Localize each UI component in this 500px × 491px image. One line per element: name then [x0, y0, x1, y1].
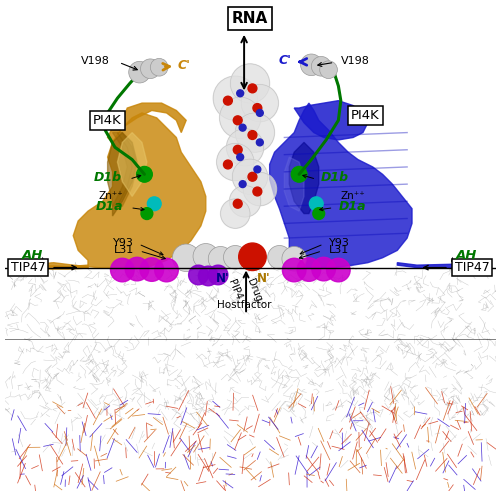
- Circle shape: [232, 159, 268, 194]
- Circle shape: [126, 257, 149, 281]
- Text: PI4K: PI4K: [93, 114, 122, 127]
- Polygon shape: [398, 263, 476, 268]
- Circle shape: [248, 84, 257, 93]
- Circle shape: [193, 244, 218, 269]
- Circle shape: [297, 258, 320, 281]
- Circle shape: [254, 166, 261, 173]
- Text: AH: AH: [456, 249, 477, 262]
- Text: PIP4: PIP4: [226, 278, 243, 301]
- Circle shape: [291, 166, 307, 182]
- Polygon shape: [108, 103, 186, 142]
- Circle shape: [268, 246, 291, 269]
- Text: Y93: Y93: [328, 238, 349, 247]
- Circle shape: [234, 145, 242, 154]
- Circle shape: [313, 208, 324, 219]
- Text: V198: V198: [81, 56, 110, 66]
- Circle shape: [243, 172, 276, 206]
- Circle shape: [241, 84, 279, 122]
- Text: Zn⁺⁺: Zn⁺⁺: [98, 191, 124, 201]
- Text: TIP47: TIP47: [10, 261, 45, 274]
- Circle shape: [198, 266, 218, 286]
- Text: C': C': [278, 54, 291, 67]
- Circle shape: [239, 181, 246, 188]
- Text: Y93: Y93: [113, 238, 134, 247]
- Circle shape: [172, 244, 200, 272]
- Circle shape: [234, 199, 242, 208]
- Text: N': N': [216, 273, 230, 285]
- Circle shape: [148, 197, 161, 211]
- Circle shape: [253, 187, 262, 196]
- Text: D1a: D1a: [96, 200, 124, 213]
- Circle shape: [256, 109, 264, 116]
- Circle shape: [216, 143, 254, 181]
- Bar: [4, 268, 496, 491]
- Polygon shape: [290, 142, 318, 214]
- Polygon shape: [294, 101, 368, 140]
- Circle shape: [312, 257, 336, 281]
- Circle shape: [224, 246, 247, 269]
- Circle shape: [326, 258, 350, 282]
- Circle shape: [234, 116, 242, 125]
- Text: C': C': [178, 59, 190, 72]
- Polygon shape: [284, 157, 304, 211]
- Circle shape: [110, 258, 134, 282]
- Circle shape: [248, 172, 257, 181]
- Text: PI4K: PI4K: [351, 109, 380, 122]
- Text: L31: L31: [328, 246, 349, 255]
- Text: L31: L31: [114, 246, 134, 255]
- Text: Drug: Drug: [245, 278, 263, 303]
- Circle shape: [238, 243, 266, 271]
- Circle shape: [154, 258, 178, 282]
- Circle shape: [320, 61, 338, 79]
- Text: Zn⁺⁺: Zn⁺⁺: [341, 191, 365, 201]
- Text: D1a: D1a: [338, 200, 366, 213]
- Circle shape: [224, 160, 232, 169]
- Circle shape: [248, 131, 257, 139]
- Text: AH: AH: [22, 249, 44, 262]
- Circle shape: [136, 166, 152, 182]
- Polygon shape: [270, 103, 412, 268]
- Circle shape: [236, 154, 244, 161]
- Circle shape: [256, 139, 264, 146]
- Circle shape: [236, 90, 244, 97]
- Text: RNA: RNA: [232, 11, 268, 26]
- Text: N': N': [256, 273, 270, 285]
- Circle shape: [230, 64, 270, 103]
- Circle shape: [188, 265, 208, 285]
- Polygon shape: [118, 133, 147, 196]
- Polygon shape: [108, 133, 137, 216]
- Text: TIP47: TIP47: [454, 261, 490, 274]
- Circle shape: [282, 258, 306, 282]
- Circle shape: [140, 59, 160, 79]
- Circle shape: [220, 97, 261, 138]
- Circle shape: [224, 96, 232, 105]
- Polygon shape: [34, 113, 206, 268]
- Circle shape: [208, 265, 228, 285]
- Polygon shape: [26, 265, 88, 269]
- Circle shape: [226, 129, 264, 166]
- Circle shape: [150, 58, 168, 76]
- Circle shape: [140, 258, 164, 281]
- Circle shape: [230, 186, 261, 217]
- Circle shape: [312, 56, 331, 76]
- Circle shape: [213, 76, 258, 120]
- Circle shape: [220, 199, 250, 228]
- Circle shape: [128, 61, 150, 83]
- Circle shape: [236, 113, 275, 152]
- Text: D1b: D1b: [94, 171, 122, 184]
- Circle shape: [208, 246, 233, 271]
- Text: D1b: D1b: [321, 171, 350, 184]
- Circle shape: [310, 197, 323, 211]
- Text: V198: V198: [341, 56, 370, 66]
- Circle shape: [239, 124, 246, 131]
- Text: Hostfactor: Hostfactor: [217, 300, 272, 310]
- Circle shape: [300, 54, 322, 76]
- Circle shape: [141, 208, 153, 219]
- Circle shape: [253, 104, 262, 112]
- Circle shape: [282, 246, 306, 271]
- Polygon shape: [112, 133, 132, 206]
- Polygon shape: [118, 133, 137, 206]
